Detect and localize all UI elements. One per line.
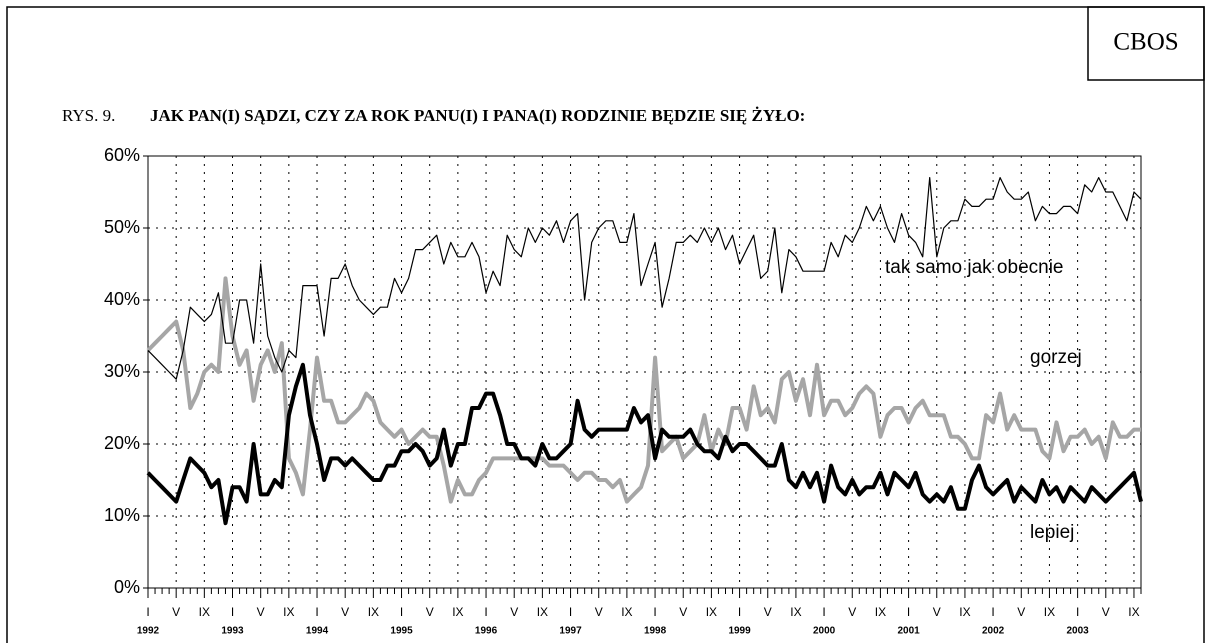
x-tick-label: V — [1017, 605, 1025, 619]
x-tick-label: I — [991, 605, 994, 619]
y-tick-label: 50% — [104, 217, 140, 237]
x-year-label: 1992 — [137, 626, 160, 637]
figure-label: RYS. 9. — [62, 106, 115, 125]
y-tick-label: 0% — [114, 577, 140, 597]
x-tick-label: I — [231, 605, 234, 619]
x-tick-label: IX — [706, 605, 717, 619]
series-label: lepiej — [1030, 522, 1074, 543]
frame — [6, 6, 1205, 643]
x-year-label: 1998 — [644, 626, 667, 637]
x-tick-label: I — [653, 605, 656, 619]
x-tick-label: IX — [959, 605, 970, 619]
x-tick-label: V — [510, 605, 518, 619]
y-tick-label: 40% — [104, 289, 140, 309]
y-tick-label: 10% — [104, 505, 140, 525]
x-tick-label: V — [1102, 605, 1110, 619]
x-tick-label: IX — [621, 605, 632, 619]
x-year-label: 2001 — [897, 626, 920, 637]
x-tick-label: IX — [283, 605, 294, 619]
x-tick-label: V — [426, 605, 434, 619]
x-tick-label: V — [679, 605, 687, 619]
x-tick-label: V — [172, 605, 180, 619]
series-line — [147, 177, 1142, 380]
x-year-label: 1999 — [728, 626, 751, 637]
x-tick-label: IX — [368, 605, 379, 619]
x-year-label: 1996 — [475, 626, 498, 637]
x-tick-label: I — [569, 605, 572, 619]
chart-title: JAK PAN(I) SĄDZI, CZY ZA ROK PANU(I) I P… — [150, 106, 805, 125]
y-tick-label: 20% — [104, 433, 140, 453]
x-tick-label: IX — [199, 605, 210, 619]
x-tick-label: V — [595, 605, 603, 619]
x-tick-label: V — [764, 605, 772, 619]
series-label: gorzej — [1030, 347, 1082, 368]
x-year-label: 1993 — [221, 626, 244, 637]
x-year-label: 2002 — [982, 626, 1005, 637]
x-tick-label: I — [1076, 605, 1079, 619]
x-tick-label: IX — [537, 605, 548, 619]
x-year-label: 2003 — [1066, 626, 1089, 637]
y-tick-label: 30% — [104, 361, 140, 381]
x-tick-label: IX — [1044, 605, 1055, 619]
x-tick-label: V — [848, 605, 856, 619]
source-box — [1087, 6, 1205, 81]
x-tick-label: IX — [790, 605, 801, 619]
x-tick-label: I — [907, 605, 910, 619]
source: CBOS — [1113, 29, 1178, 56]
x-year-label: 1994 — [306, 626, 329, 637]
y-tick-label: 60% — [104, 145, 140, 165]
x-tick-label: I — [738, 605, 741, 619]
x-tick-label: IX — [1128, 605, 1139, 619]
x-tick-label: I — [484, 605, 487, 619]
x-tick-label: IX — [875, 605, 886, 619]
x-tick-label: V — [257, 605, 265, 619]
x-tick-label: IX — [452, 605, 463, 619]
series-line — [146, 362, 1143, 526]
x-year-label: 2000 — [813, 626, 836, 637]
x-tick-label: I — [400, 605, 403, 619]
x-tick-label: I — [822, 605, 825, 619]
series-label: tak samo jak obecnie — [885, 257, 1064, 278]
x-tick-label: V — [341, 605, 349, 619]
series-line — [146, 276, 1141, 504]
x-tick-label: V — [933, 605, 941, 619]
x-year-label: 1997 — [559, 626, 582, 637]
x-tick-label: I — [315, 605, 318, 619]
x-tick-label: I — [146, 605, 149, 619]
x-year-label: 1995 — [390, 626, 413, 637]
